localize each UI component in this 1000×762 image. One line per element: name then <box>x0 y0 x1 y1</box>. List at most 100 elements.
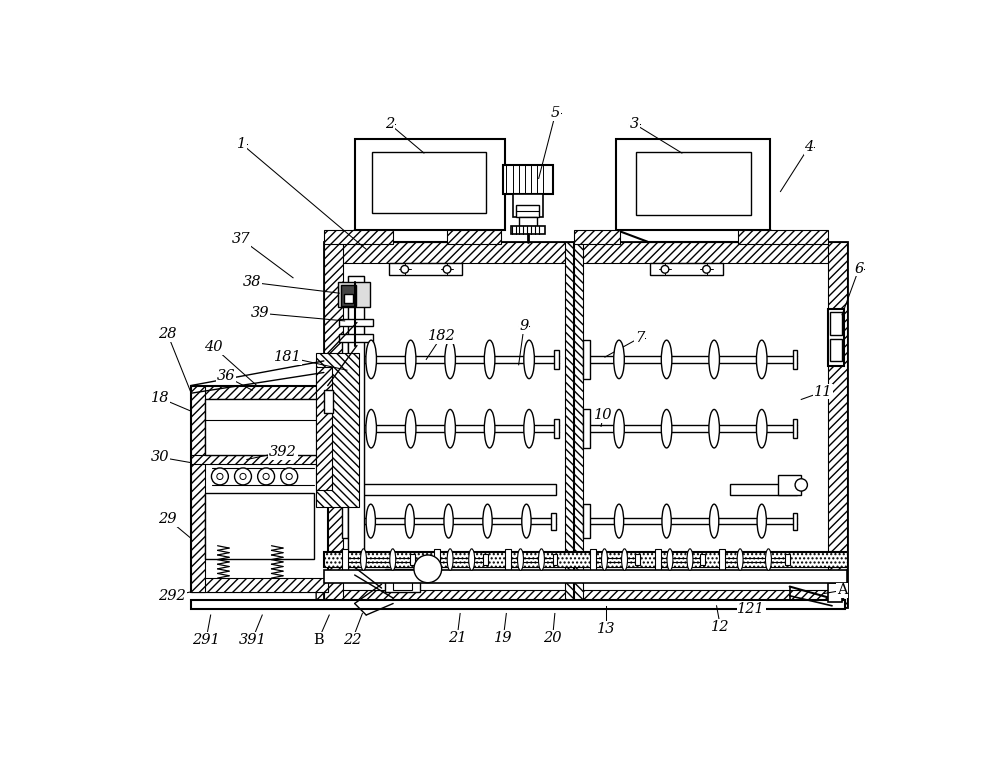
Bar <box>342 484 556 495</box>
Bar <box>191 600 845 609</box>
Bar <box>553 554 557 565</box>
Bar <box>191 386 328 399</box>
Bar <box>339 334 373 341</box>
Circle shape <box>263 473 269 479</box>
Bar <box>191 578 328 592</box>
Bar <box>191 386 205 592</box>
Bar <box>483 554 488 565</box>
Circle shape <box>281 468 298 485</box>
Text: 11: 11 <box>814 385 832 399</box>
Circle shape <box>217 473 223 479</box>
Bar <box>342 340 348 379</box>
Text: 21: 21 <box>448 631 466 645</box>
Bar <box>655 549 661 571</box>
Ellipse shape <box>518 549 523 571</box>
Circle shape <box>240 473 246 479</box>
Polygon shape <box>316 511 355 606</box>
Text: 182: 182 <box>428 329 456 344</box>
Bar <box>700 554 705 565</box>
Bar <box>447 230 501 244</box>
Text: 3: 3 <box>630 117 639 131</box>
Ellipse shape <box>524 340 534 379</box>
Bar <box>348 277 364 573</box>
Text: 28: 28 <box>158 327 177 341</box>
Text: 7: 7 <box>635 331 644 345</box>
Bar <box>355 139 505 230</box>
Ellipse shape <box>405 340 416 379</box>
Ellipse shape <box>444 504 453 538</box>
Text: 36: 36 <box>217 370 235 383</box>
Ellipse shape <box>614 409 624 448</box>
Text: 291: 291 <box>192 632 220 647</box>
Bar <box>793 513 797 530</box>
Text: 391: 391 <box>238 632 266 647</box>
Text: 40: 40 <box>204 340 223 354</box>
Bar <box>583 409 590 448</box>
Text: 6: 6 <box>854 261 864 276</box>
Ellipse shape <box>366 504 375 538</box>
Ellipse shape <box>737 549 743 571</box>
Ellipse shape <box>602 549 607 571</box>
Text: 22: 22 <box>343 632 362 647</box>
Text: A: A <box>837 584 847 597</box>
Bar <box>410 554 415 565</box>
Ellipse shape <box>614 340 624 379</box>
Text: 181: 181 <box>274 350 302 364</box>
Ellipse shape <box>661 340 672 379</box>
Bar <box>590 549 596 571</box>
Text: 12: 12 <box>711 620 730 633</box>
Bar <box>565 242 583 607</box>
Ellipse shape <box>405 409 416 448</box>
Ellipse shape <box>445 340 455 379</box>
Bar <box>324 242 847 607</box>
Bar <box>191 386 328 592</box>
Text: B: B <box>313 632 324 647</box>
Bar <box>342 504 348 538</box>
Bar <box>778 475 801 495</box>
Circle shape <box>286 473 292 479</box>
Bar <box>338 283 370 307</box>
Bar <box>719 549 725 571</box>
Bar <box>554 350 559 369</box>
Bar <box>339 319 373 326</box>
Circle shape <box>414 555 442 583</box>
Text: 9: 9 <box>519 319 529 333</box>
Text: 1: 1 <box>237 137 246 151</box>
Circle shape <box>258 468 275 485</box>
Circle shape <box>401 265 409 273</box>
Bar <box>830 312 842 335</box>
Text: 29: 29 <box>158 512 177 526</box>
Bar <box>324 591 847 607</box>
Bar <box>512 194 543 217</box>
Bar <box>785 554 790 565</box>
Bar <box>830 339 842 361</box>
Bar <box>324 571 847 583</box>
Ellipse shape <box>484 340 495 379</box>
Text: 37: 37 <box>232 232 251 246</box>
Bar <box>393 577 412 591</box>
Bar <box>616 139 770 230</box>
Ellipse shape <box>366 409 376 448</box>
Bar <box>828 583 842 602</box>
Circle shape <box>443 265 451 273</box>
Ellipse shape <box>614 504 624 538</box>
Bar <box>348 277 364 573</box>
Text: 18: 18 <box>151 391 169 405</box>
Text: 392: 392 <box>269 445 297 459</box>
Bar <box>324 390 333 413</box>
Text: 10: 10 <box>594 408 613 422</box>
Ellipse shape <box>662 504 671 538</box>
Text: 39: 39 <box>251 306 269 320</box>
Bar <box>324 242 847 263</box>
Bar <box>730 484 797 495</box>
Bar <box>583 504 590 538</box>
Text: 38: 38 <box>243 275 261 290</box>
Text: 5: 5 <box>551 106 560 120</box>
Bar <box>554 419 559 438</box>
Circle shape <box>703 265 710 273</box>
Bar <box>342 549 348 571</box>
Bar <box>316 354 358 507</box>
Bar <box>505 549 511 571</box>
Circle shape <box>235 468 251 485</box>
Circle shape <box>795 479 807 491</box>
